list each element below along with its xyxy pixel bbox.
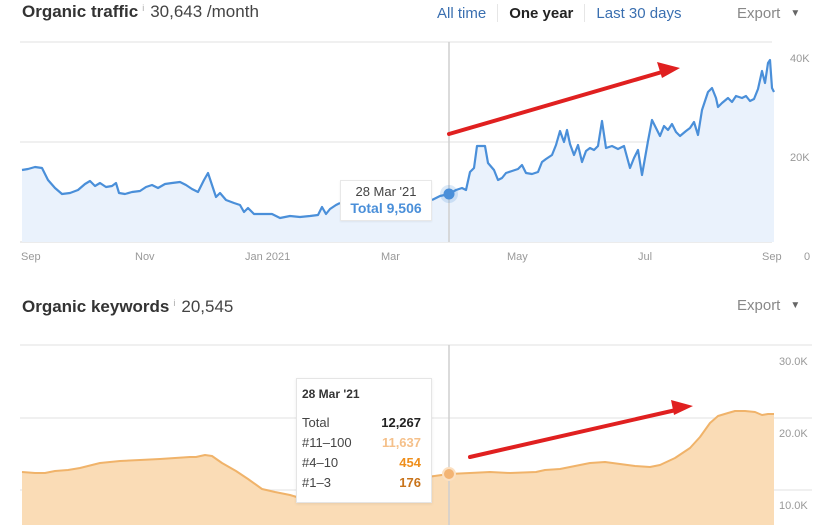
traffic-line-right (431, 58, 775, 201)
tab-divider (584, 4, 586, 22)
keywords-title: Organic keywords (22, 297, 170, 316)
keywords-area (22, 411, 774, 525)
y-tick-30k: 30.0K (779, 356, 808, 368)
y-tick-0: 0 (804, 251, 810, 263)
tooltip-row-total: Total 12,267 (302, 413, 421, 433)
info-icon[interactable]: i (142, 3, 145, 13)
export-label: Export (737, 297, 781, 314)
keywords-export-button[interactable]: Export ▼ (737, 297, 800, 314)
tooltip-row-11-100: #11–100 11,637 (302, 433, 421, 453)
keywords-tooltip: 28 Mar '21 Total 12,267 #11–100 11,637 #… (296, 378, 432, 503)
y-tick-20k: 20K (790, 152, 810, 164)
traffic-title: Organic traffic (22, 2, 139, 21)
tooltip-row-1-3: #1–3 176 (302, 473, 421, 493)
traffic-chart[interactable]: 40K 20K 0 Sep Nov Jan 2021 Mar May Jul S… (0, 0, 825, 270)
caret-down-icon: ▼ (790, 8, 801, 19)
tooltip-row-label: #4–10 (302, 455, 339, 470)
keywords-hover-point (442, 467, 456, 481)
tooltip-row-value: 176 (399, 475, 421, 490)
traffic-header: Organic traffic i 30,643 /month (22, 2, 259, 22)
y-tick-40k: 40K (790, 53, 810, 65)
tooltip-date: 28 Mar '21 (355, 184, 417, 199)
export-label: Export (737, 5, 781, 22)
annotation-arrow-head (671, 400, 693, 415)
tooltip-row-label: #1–3 (302, 475, 331, 490)
info-icon[interactable]: i (173, 298, 176, 308)
traffic-value: 30,643 /month (150, 2, 259, 21)
annotation-arrow-line (468, 408, 678, 459)
tooltip-row-label: #11–100 (302, 435, 352, 450)
annotation-arrow-head (657, 62, 680, 78)
tooltip-row-4-10: #4–10 454 (302, 453, 421, 473)
tooltip-row-label: Total (302, 415, 330, 430)
tooltip-date: 28 Mar '21 (302, 387, 360, 401)
traffic-export-button[interactable]: Export ▼ (737, 5, 800, 22)
x-tick-nov: Nov (135, 251, 155, 263)
tooltip-row-value: 11,637 (381, 435, 421, 450)
traffic-area (22, 167, 340, 242)
x-tick-jan-2021: Jan 2021 (245, 251, 290, 263)
tab-one-year[interactable]: One year (509, 4, 574, 22)
x-tick-mar: Mar (381, 251, 400, 263)
tab-all-time[interactable]: All time (437, 4, 487, 22)
x-tick-may: May (507, 251, 528, 263)
date-range-tabs: All time One year Last 30 days (437, 4, 681, 22)
traffic-area-right (432, 60, 774, 242)
keywords-value: 20,545 (181, 297, 234, 316)
x-tick-sep: Sep (21, 251, 41, 263)
caret-down-icon: ▼ (790, 300, 801, 311)
x-tick-sep-end: Sep (762, 251, 782, 263)
annotation-arrow-line (447, 70, 664, 136)
tooltip-row-value: 12,267 (381, 415, 421, 430)
traffic-line (21, 165, 341, 220)
tooltip-row-value: 454 (399, 455, 421, 470)
tab-last-30-days[interactable]: Last 30 days (596, 4, 682, 22)
traffic-tooltip: 28 Mar '21 Total 9,506 (340, 180, 432, 221)
keywords-header: Organic keywords i 20,545 (22, 297, 233, 317)
traffic-hover-point (443, 188, 455, 200)
x-tick-jul: Jul (638, 251, 652, 263)
tooltip-total: Total 9,506 (350, 200, 422, 216)
tab-divider (497, 4, 499, 22)
y-tick-10k: 10.0K (779, 500, 808, 512)
y-tick-20k: 20.0K (779, 428, 808, 440)
